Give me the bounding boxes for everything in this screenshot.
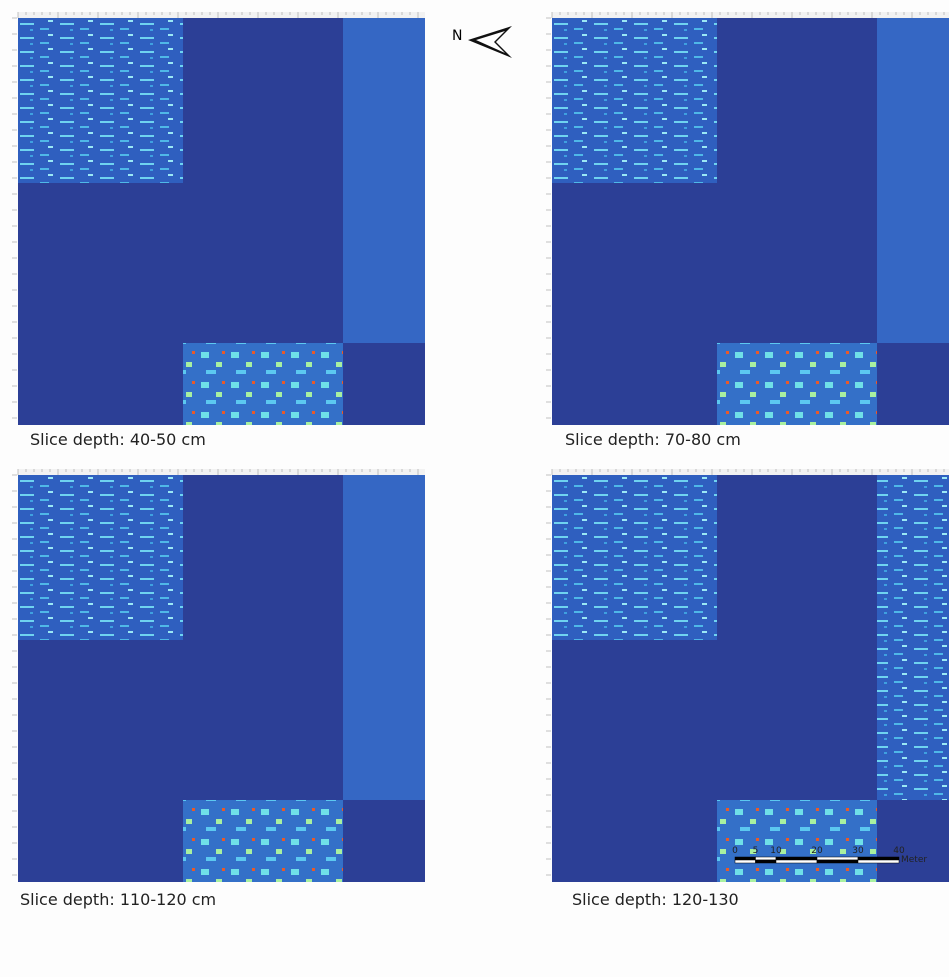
panel-caption: Slice depth: 70-80 cm [565,430,741,449]
survey-block [717,800,877,882]
survey-block [18,475,183,640]
scale-unit: Meter [901,855,927,865]
survey-block [183,343,343,425]
slice-panel [546,469,949,882]
survey-strip [343,18,425,343]
survey-block [552,18,717,183]
figure: N 0510203040Meter Slice depth: 40-50 cmS… [0,0,949,977]
scale-segment [817,857,858,860]
scale-segment [858,860,899,863]
ruler [18,469,425,475]
scale-segment [735,857,756,860]
survey-strip [877,475,949,800]
panel-caption: Slice depth: 120-130 [572,890,739,909]
survey-block [18,18,183,183]
panel-caption: Slice depth: 110-120 cm [20,890,216,909]
survey-strip [877,18,949,343]
scale-label: 20 [811,846,823,856]
scale-segment [858,857,899,860]
slice-panel [12,12,425,425]
slice-panel [12,469,425,882]
survey-block [552,475,717,640]
scale-label: 30 [852,846,864,856]
ruler [552,469,949,475]
scale-segment [817,860,858,863]
scale-segment [776,860,817,863]
scale-label: 5 [753,846,759,856]
survey-strip [343,475,425,800]
north-label: N [452,28,462,44]
panel-caption: Slice depth: 40-50 cm [30,430,206,449]
ruler [18,12,425,18]
scale-segment [735,860,756,863]
scale-segment [756,857,777,860]
survey-block [717,343,877,425]
scale-segment [756,860,777,863]
slice-panel [546,12,949,425]
scale-segment [776,857,817,860]
scale-label: 10 [770,846,782,856]
survey-block [183,800,343,882]
scale-label: 0 [732,846,738,856]
ruler [552,12,949,18]
